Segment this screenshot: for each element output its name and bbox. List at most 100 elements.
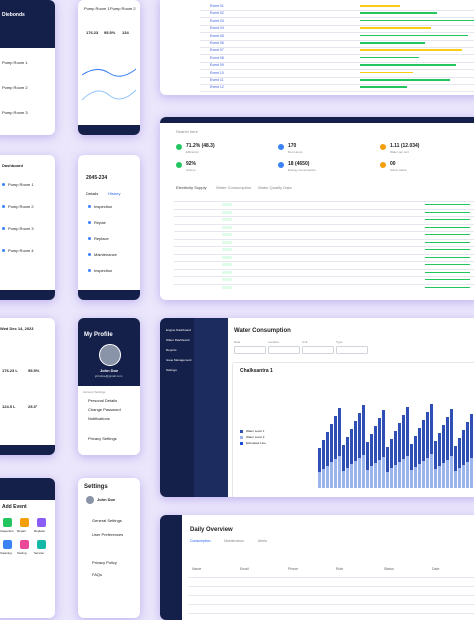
item[interactable]: User Preferences: [92, 532, 124, 537]
item[interactable]: Inspection: [0, 529, 14, 533]
item[interactable]: Notifications: [88, 416, 110, 421]
bar-decor: [366, 469, 369, 488]
item[interactable]: Pump Room 2: [8, 204, 34, 209]
item[interactable]: FAQs: [92, 572, 103, 577]
item[interactable]: Cleaning: [0, 551, 12, 555]
bar-decor: [386, 447, 389, 488]
stat-label: Uptime: [186, 168, 196, 172]
phone-tl: Diebonds Pump Room 1 Pump Room 2 Pump Ro…: [0, 0, 55, 135]
bar-decor: [458, 468, 461, 488]
item[interactable]: Pump Room 1: [8, 182, 34, 187]
item[interactable]: General Settings: [92, 518, 122, 523]
nav-item[interactable]: Water Dashboard: [166, 338, 190, 342]
stat-icon: [278, 162, 284, 168]
bar-decor: [410, 470, 413, 488]
bar-decor: [418, 464, 421, 488]
dot: [88, 205, 91, 208]
avatar: [99, 344, 121, 366]
tag-decor: [222, 203, 232, 206]
item[interactable]: Inspection: [94, 268, 113, 273]
bar-decor: [430, 454, 433, 488]
item[interactable]: Pump Room 3: [8, 226, 34, 231]
row-divider: [188, 613, 474, 614]
item[interactable]: Replace: [34, 529, 46, 533]
row-label: Event 08: [210, 55, 224, 60]
stat-value: 00: [390, 161, 396, 167]
row-label: Event 07: [210, 48, 224, 53]
tab: Electricity Supply: [176, 185, 207, 190]
item[interactable]: Testing: [17, 551, 27, 555]
row-divider: [188, 586, 474, 587]
bar-decor: [370, 434, 373, 488]
bar-decor: [466, 422, 469, 488]
bar-decor: [406, 455, 409, 488]
dot: [2, 227, 5, 230]
progress-decor: [425, 211, 470, 213]
item[interactable]: Change Password: [88, 407, 121, 412]
bar-decor: [350, 429, 353, 488]
desk-daily: Daily Overview Consumption Maintenance Ale…: [160, 515, 474, 620]
tab[interactable]: Consumption: [190, 539, 211, 543]
title: My Profile: [84, 332, 113, 338]
field[interactable]: [336, 346, 368, 354]
item[interactable]: Maintenance: [94, 252, 117, 257]
column-header: Role: [336, 567, 344, 571]
field[interactable]: [302, 346, 334, 354]
tab[interactable]: Maintenance: [224, 539, 245, 543]
item[interactable]: Replace: [94, 236, 109, 241]
topbar: [160, 117, 474, 123]
column-header: Name: [192, 567, 202, 571]
divider: [200, 32, 474, 34]
bar-decor: [360, 64, 456, 66]
phone-tm: Pump Room 1 Pump Room 2 176.23 95.5% 134: [78, 0, 140, 135]
phone-profile: My Profile John Doe johndoe@gmail.com Ac…: [78, 318, 140, 455]
tab: Pump Room 1: [84, 6, 110, 11]
title: 2045-234: [86, 175, 108, 181]
item[interactable]: Privacy Policy: [92, 560, 117, 565]
phone-ml: Dashboard Pump Room 1 Pump Room 2 Pump Roo…: [0, 155, 55, 300]
bar-decor: [334, 416, 337, 488]
bar-decor: [442, 425, 445, 488]
bar-decor: [360, 71, 413, 74]
bar-decor: [382, 410, 385, 488]
bar-decor: [406, 407, 409, 488]
bar-decor: [360, 86, 407, 88]
nav-item[interactable]: Settings: [166, 368, 177, 372]
field[interactable]: [234, 346, 266, 354]
item[interactable]: Personal Details: [88, 398, 118, 403]
bar-decor: [370, 466, 373, 488]
nav-item[interactable]: Reports: [166, 348, 177, 352]
field-label: Unit: [302, 340, 308, 344]
field[interactable]: [268, 346, 300, 354]
nav-item[interactable]: Engine Dashboard: [166, 328, 191, 332]
item[interactable]: Pump Room 4: [8, 248, 34, 253]
progress-decor: [425, 271, 470, 273]
bar-decor: [378, 418, 381, 488]
row-divider: [188, 604, 474, 605]
item[interactable]: Repair: [94, 220, 106, 225]
item[interactable]: Repair: [17, 529, 26, 533]
progress-decor: [425, 241, 470, 243]
bar-decor: [350, 464, 353, 488]
divider: [200, 69, 474, 71]
phone-settings: Settings John Doe General Settings User …: [78, 478, 140, 618]
tag-decor: [222, 248, 232, 251]
tag-decor: [222, 285, 232, 289]
progress-decor: [425, 204, 470, 206]
bar-decor: [330, 424, 333, 488]
item[interactable]: Inspection: [94, 204, 113, 209]
stat-icon: [176, 162, 182, 168]
chart-decor: [82, 68, 136, 101]
row-label: Event 05: [210, 33, 224, 38]
legend-text: Estimated Line: [246, 441, 266, 445]
bar-decor: [414, 436, 417, 488]
stat: 95.5%: [28, 368, 40, 373]
row-label: Event 04: [210, 26, 224, 31]
item[interactable]: Service: [34, 551, 45, 555]
item[interactable]: Privacy Settings: [88, 436, 117, 441]
bar-decor: [414, 467, 417, 488]
avatar: [86, 496, 94, 504]
tab[interactable]: Alerts: [258, 539, 267, 543]
nav-item[interactable]: Issue Management: [166, 358, 192, 362]
dot: [88, 253, 91, 256]
